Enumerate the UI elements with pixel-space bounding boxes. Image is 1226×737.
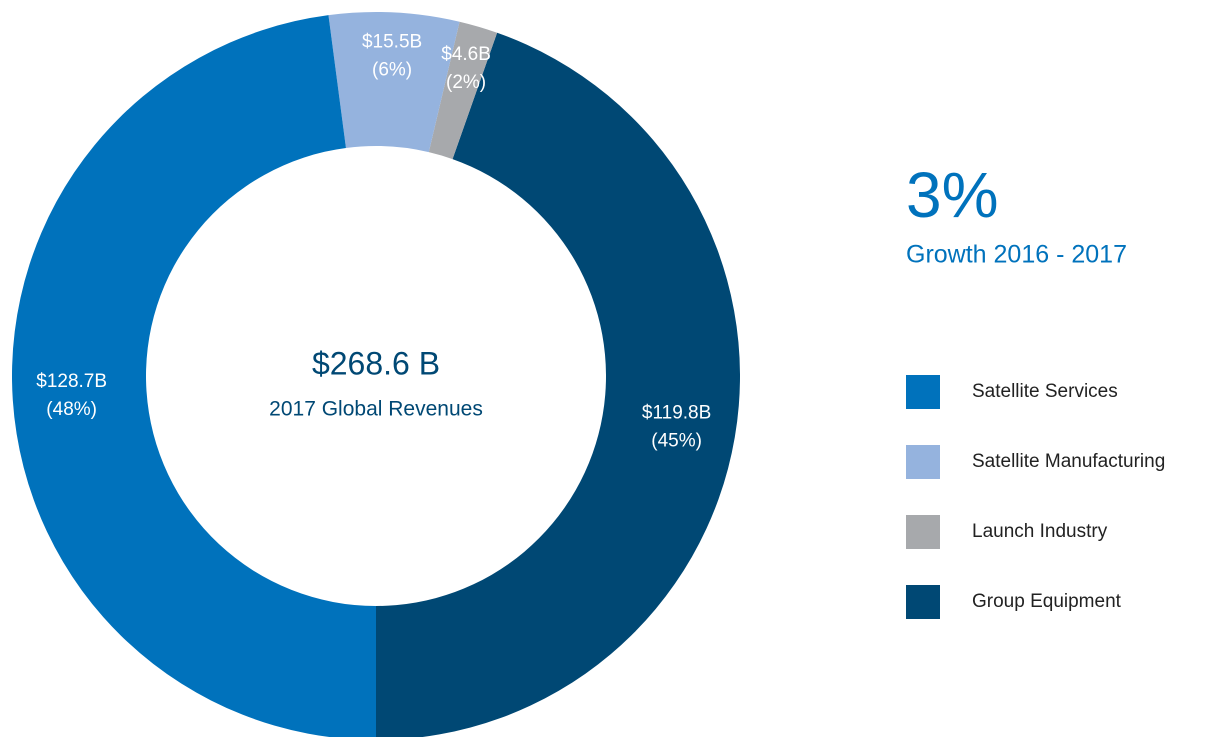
legend-swatch	[906, 585, 940, 619]
share-label: (45%)	[651, 430, 702, 451]
legend-swatch	[906, 515, 940, 549]
donut-slice	[11, 15, 376, 737]
value-label: $128.7B	[36, 371, 107, 392]
share-label: (48%)	[46, 399, 97, 420]
legend-swatch	[906, 445, 940, 479]
center-subtitle: 2017 Global Revenues	[269, 398, 483, 421]
callout-value: 3%	[906, 159, 999, 231]
value-label: $119.8B	[642, 402, 711, 423]
center-title: $268.6 B	[312, 345, 440, 381]
legend-label: Satellite Manufacturing	[972, 451, 1165, 472]
value-label: $4.6B	[441, 44, 491, 65]
legend-label: Group Equipment	[972, 591, 1122, 612]
donut-slice	[428, 21, 498, 160]
donut-slice	[376, 32, 740, 737]
legend-swatch	[906, 375, 940, 409]
share-label: (2%)	[446, 72, 486, 93]
legend-label: Satellite Services	[972, 381, 1118, 402]
donut-slice	[328, 11, 460, 153]
share-label: (6%)	[372, 59, 412, 80]
callout-label: Growth 2016 - 2017	[906, 241, 1127, 269]
legend-label: Launch Industry	[972, 521, 1108, 542]
value-label: $15.5B	[362, 31, 422, 52]
